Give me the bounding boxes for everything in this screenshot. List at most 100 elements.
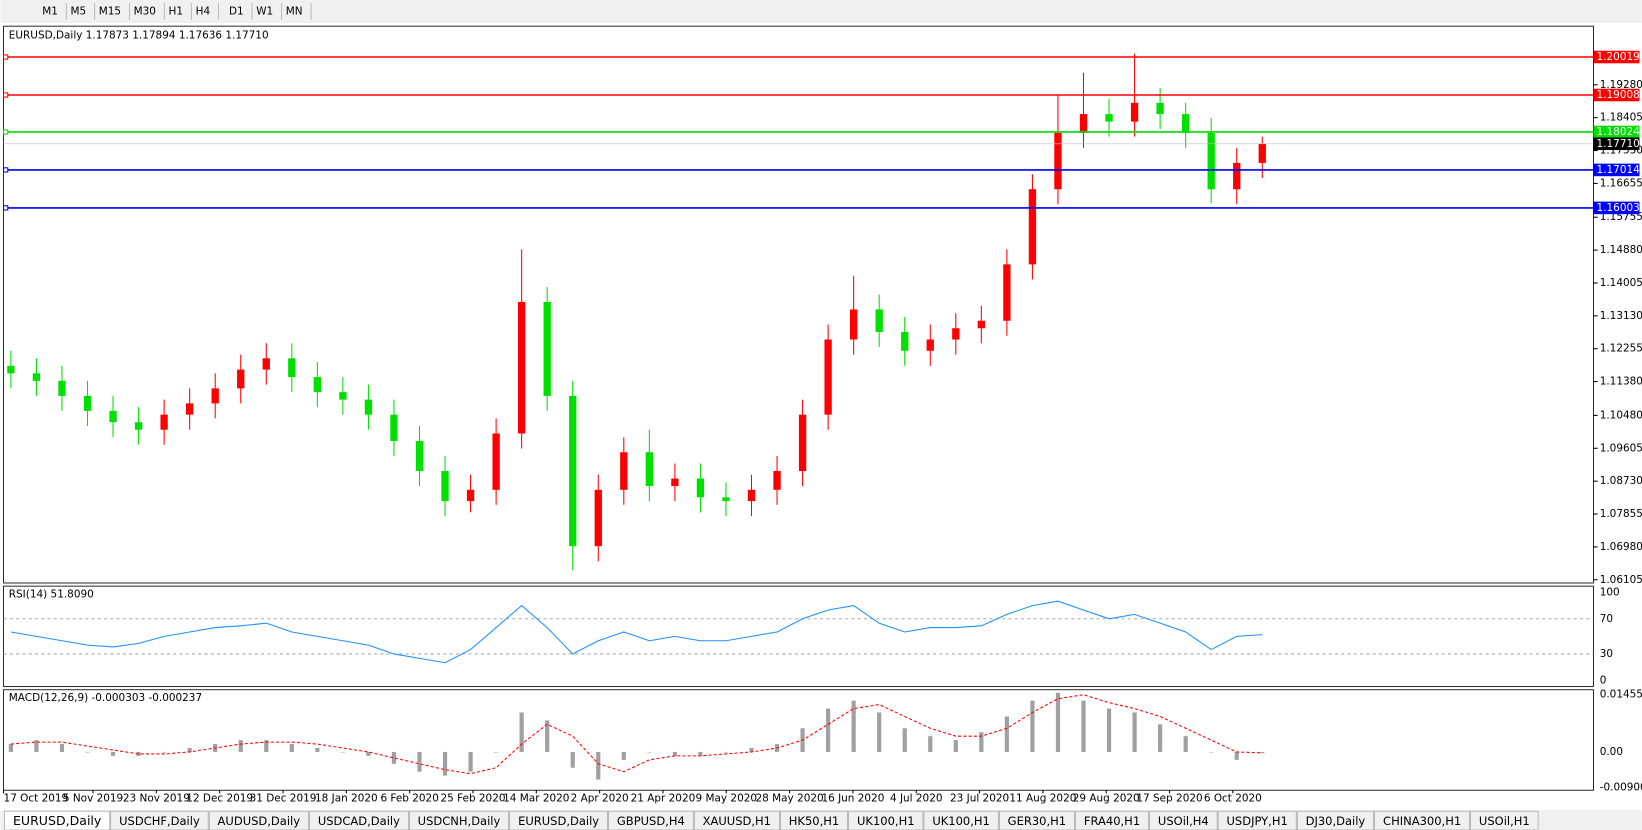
rsi-tick-label: 70 [1600, 613, 1613, 625]
y-tick-label: 1.19280 [1600, 79, 1642, 91]
chart-tab[interactable]: EURUSD,Daily [13, 813, 102, 828]
x-tick-label: 6 Oct 2020 [1204, 793, 1262, 805]
tab-background [1149, 810, 1218, 830]
tab-background [1075, 810, 1149, 830]
macd-bar [647, 751, 652, 753]
tab-background [780, 810, 848, 830]
rsi-header: RSI(14) 51.8090 [9, 589, 94, 601]
timeframe-button[interactable]: W1 [256, 6, 273, 18]
timeframe-button[interactable]: MN [286, 6, 303, 18]
chart-tab[interactable]: HK50,H1 [789, 814, 839, 828]
macd-bar [391, 751, 397, 764]
candle-body [160, 414, 168, 430]
chart-tab[interactable]: EURUSD,Daily [518, 814, 599, 828]
timeframe-button[interactable]: M1 [42, 6, 58, 18]
candle-body [415, 440, 424, 472]
macd-bar [1106, 708, 1112, 752]
candle-body [1028, 189, 1037, 265]
macd-header: MACD(12,26,9) -0.000303 -0.000237 [9, 692, 202, 704]
macd-bar [545, 720, 550, 752]
timeframe-button[interactable]: M5 [71, 6, 87, 18]
macd-bar [366, 751, 371, 756]
level-label-box [1593, 201, 1640, 215]
timeframe-button[interactable]: H1 [169, 6, 184, 18]
x-tick-label: 14 Mar 2020 [503, 793, 569, 805]
x-tick-label: 18 Jan 2020 [315, 793, 378, 805]
tab-background [309, 810, 409, 830]
level-label-box [1593, 88, 1640, 102]
chart-tab[interactable]: AUDUSD,Daily [218, 814, 301, 828]
timeframe-button[interactable]: H4 [196, 6, 211, 18]
chart-tab[interactable]: USDCAD,Daily [318, 814, 400, 828]
chart-tab[interactable]: USDCHF,Daily [119, 814, 200, 828]
level-anchor [3, 205, 9, 211]
level-label: 1.17014 [1597, 164, 1641, 176]
chart-tab[interactable]: FRA40,H1 [1084, 814, 1140, 828]
candle-body [441, 471, 449, 502]
toolbar [0, 0, 1642, 24]
macd-bar [749, 748, 754, 752]
x-tick-label: 9 May 2020 [696, 793, 758, 805]
chart-tab[interactable]: USOil,H4 [1158, 814, 1209, 828]
chart-tab[interactable]: USOil,H1 [1479, 814, 1530, 828]
candle-body [211, 388, 219, 404]
chart-tab[interactable]: USDCNH,Daily [418, 814, 501, 828]
macd-bar [238, 740, 243, 752]
chart-tab[interactable]: XAUUSD,H1 [703, 814, 771, 828]
y-tick-label: 1.13130 [1600, 310, 1642, 322]
candle-body [645, 452, 654, 487]
chart-tab[interactable]: CHINA300,H1 [1383, 814, 1461, 828]
x-tick-label: 21 Apr 2020 [631, 793, 696, 805]
candle-body [977, 320, 986, 329]
macd-tick-label: 0.00 [1600, 746, 1623, 758]
macd-bar [672, 751, 677, 756]
y-tick-label: 1.06105 [1600, 574, 1642, 586]
x-tick-label: 12 Dec 2019 [186, 793, 253, 805]
y-tick-label: 1.18405 [1600, 112, 1642, 124]
chart-tab[interactable]: USDJPY,H1 [1227, 814, 1288, 828]
x-tick-label: 16 Jun 2020 [821, 793, 884, 805]
candle-body [83, 395, 92, 411]
macd-bar [187, 748, 192, 752]
chart-tab[interactable]: DJ30,Daily [1306, 814, 1366, 828]
candle-body [849, 309, 858, 340]
candle-body [773, 471, 781, 490]
candle-body [1079, 114, 1088, 133]
tab-background [1296, 810, 1374, 830]
candle-body [517, 301, 526, 434]
macd-bar [826, 708, 831, 752]
macd-bar [264, 740, 269, 752]
macd-bar [877, 712, 882, 752]
macd-tick-label: 0.014556 [1600, 689, 1642, 701]
rsi-tick-label: 100 [1600, 586, 1620, 598]
candle-body [109, 410, 117, 423]
macd-bar [8, 744, 13, 752]
timeframe-button[interactable]: D1 [229, 6, 244, 18]
current-price-label: 1.17710 [1597, 138, 1640, 150]
macd-bar [110, 751, 116, 756]
candle-body [594, 489, 602, 547]
timeframe-button[interactable]: M15 [99, 6, 121, 18]
timeframe-button[interactable]: M30 [134, 6, 156, 18]
candle-body [237, 369, 245, 389]
macd-bar [596, 751, 601, 780]
candle-body [1130, 102, 1139, 122]
chart-tab[interactable]: UK100,H1 [932, 814, 990, 828]
candle-body [1207, 132, 1215, 190]
chart-tab[interactable]: GER30,H1 [1008, 814, 1066, 828]
x-tick-label: 25 Feb 2020 [440, 793, 505, 805]
tab-background [409, 810, 509, 830]
tab-background [1374, 810, 1470, 830]
candle-body [1054, 132, 1062, 190]
macd-bar [340, 751, 345, 753]
candle-body [1181, 114, 1190, 133]
chart-tab[interactable]: UK100,H1 [857, 814, 915, 828]
level-anchor [3, 92, 9, 98]
y-tick-label: 1.11380 [1600, 376, 1642, 388]
chart-tab[interactable]: GBPUSD,H4 [617, 814, 685, 828]
candle-body [747, 489, 756, 502]
candle-body [390, 414, 398, 441]
candle-body [313, 377, 322, 393]
candle-body [185, 403, 194, 415]
